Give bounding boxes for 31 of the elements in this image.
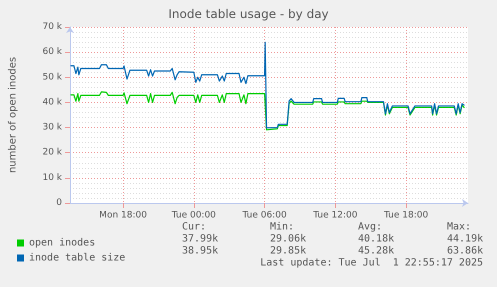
text: 29.06k (270, 234, 306, 244)
legend-label: open inodes (29, 238, 96, 248)
text: Avg: (358, 222, 382, 232)
line-series (70, 42, 465, 128)
text: 38.95k (182, 246, 218, 256)
x-tick-label: Mon 18:00 (99, 210, 148, 220)
text: Max: (447, 222, 472, 232)
text: 29.85k (270, 246, 306, 256)
y-tick-label: 50 k (42, 72, 63, 82)
y-tick-label: 10 k (42, 172, 63, 183)
y-tick-label: 20 k (42, 148, 63, 158)
text: 44.19k (447, 234, 484, 244)
y-tick-label: 0 (56, 198, 62, 208)
y-tick-label: 60 k (42, 47, 63, 58)
y-axis-title: number of open inodes (8, 56, 18, 174)
x-tick-label: Tue 12:00 (312, 210, 358, 220)
x-tick-label: Tue 06:00 (241, 210, 287, 220)
x-tick-label: Tue 00:00 (170, 210, 216, 220)
text: 37.99k (182, 234, 218, 244)
text: 40.18k (358, 234, 394, 244)
text: Min: (270, 222, 294, 232)
y-tick-label: 70 k (42, 22, 63, 32)
x-tick-label: Tue 18:00 (383, 210, 428, 220)
y-tick-label: 40 k (42, 97, 63, 108)
chart-title: Inode table usage - by day (168, 7, 329, 21)
text: Cur: (182, 222, 206, 232)
text: 45.28k (358, 246, 394, 256)
text: 63.86k (447, 246, 484, 256)
y-tick-label: 30 k (42, 122, 63, 133)
text: Last update: Tue Jul 1 22:55:17 2025 (260, 258, 484, 268)
legend-label: inode table size (29, 252, 126, 264)
